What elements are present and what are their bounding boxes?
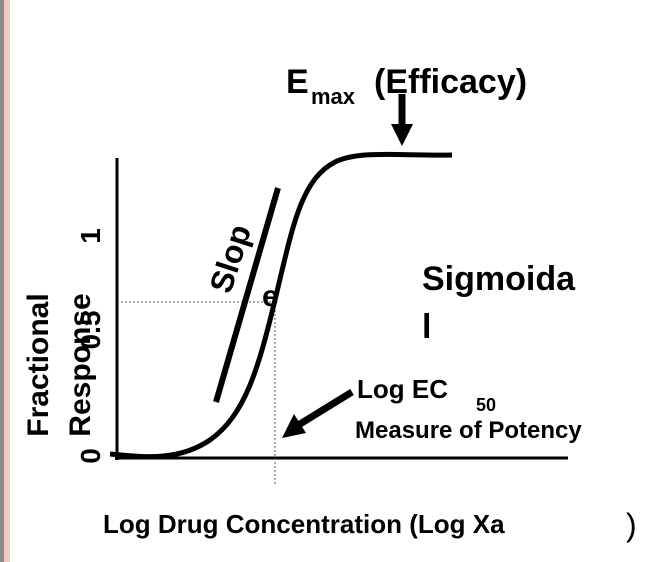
arrow-head	[391, 124, 413, 146]
slide-border	[0, 0, 4, 562]
title: E	[286, 63, 309, 101]
y-tick-label: 0.5	[75, 311, 106, 350]
shape-label: l	[422, 308, 431, 346]
slope-label: e	[262, 280, 279, 313]
x-axis-label: Log Drug Concentration (Log Xa	[103, 509, 505, 539]
arrow-head	[282, 414, 306, 438]
y-axis-label: Response	[64, 293, 97, 436]
potency-label: Measure of Potency	[355, 417, 582, 444]
title-subscript: max	[311, 84, 356, 109]
shape-label: Sigmoida	[422, 260, 576, 298]
potency-label: Log EC	[357, 374, 448, 404]
y-tick-label: 1	[75, 228, 106, 244]
slope-line	[213, 187, 281, 403]
y-tick-label: 0	[75, 448, 106, 464]
arrow	[298, 389, 354, 427]
title-suffix: (Efficacy)	[374, 63, 527, 101]
x-axis-label: )	[626, 507, 637, 543]
slide-border	[4, 0, 10, 562]
potency-subscript: 50	[476, 395, 496, 415]
y-axis-label: Fractional	[22, 293, 55, 436]
sigmoid-curve	[109, 151, 453, 460]
